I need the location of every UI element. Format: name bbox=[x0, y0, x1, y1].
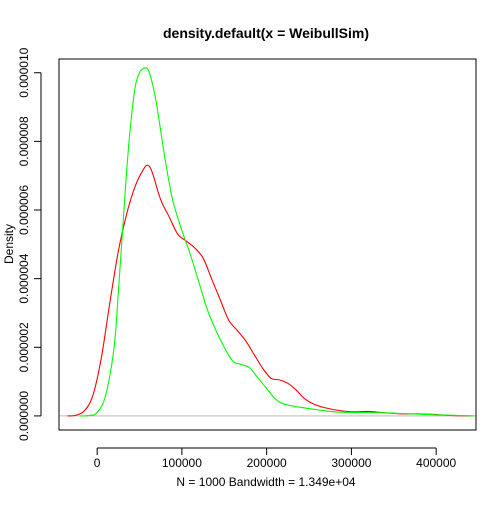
x-axis-label: N = 1000 Bandwidth = 1.349e+04 bbox=[176, 475, 355, 489]
chart-title: density.default(x = WeibullSim) bbox=[163, 25, 369, 41]
y-tick-label: 0.000002 bbox=[17, 322, 31, 372]
x-tick-label: 0 bbox=[94, 456, 101, 470]
y-tick-label: 0.000000 bbox=[17, 391, 31, 441]
series-layer bbox=[59, 67, 476, 417]
density-line-2 bbox=[80, 67, 475, 417]
x-tick-label: 300000 bbox=[331, 456, 371, 470]
axis-layer: 0 100000 200000 300000 400000 0.000000 0.00000… bbox=[17, 47, 457, 469]
x-tick-label: 100000 bbox=[162, 456, 202, 470]
x-tick-label: 200000 bbox=[247, 456, 287, 470]
y-tick-label: 0.000008 bbox=[17, 116, 31, 166]
y-axis-label: Density bbox=[2, 224, 16, 264]
plot-frame bbox=[58, 58, 477, 431]
y-tick-label: 0.000010 bbox=[17, 47, 31, 97]
x-tick-label: 400000 bbox=[416, 456, 456, 470]
y-tick-label: 0.000006 bbox=[17, 185, 31, 235]
y-tick-label: 0.000004 bbox=[17, 253, 31, 303]
